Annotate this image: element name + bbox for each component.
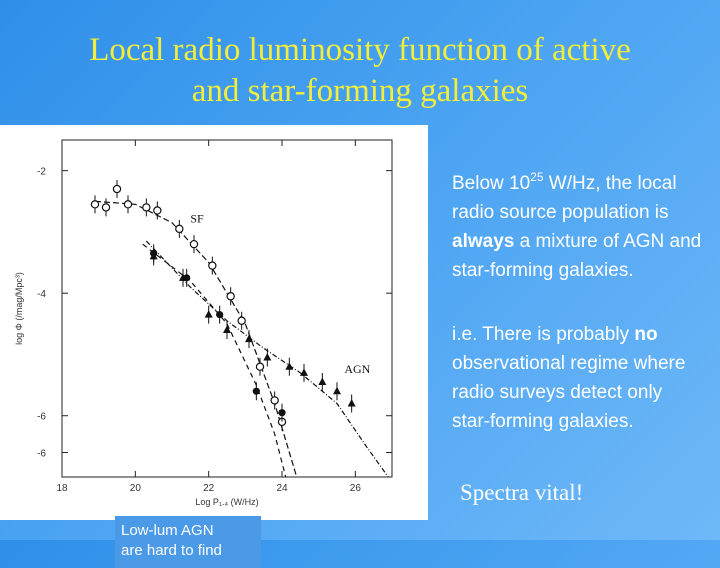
- data-point-low-lum-agn: [216, 311, 224, 319]
- x-axis-label: Log P₁.₄ (W/Hz): [195, 497, 258, 507]
- annotation-agn: AGN: [344, 362, 370, 376]
- data-point-sf: [123, 200, 133, 209]
- callout-line-2: are hard to find: [121, 542, 222, 559]
- data-point-sf: [255, 362, 265, 371]
- x-tick-label: 24: [276, 483, 288, 494]
- text1-pre: Below 10: [452, 173, 531, 194]
- data-point-agn: [263, 353, 272, 361]
- x-tick-label: 18: [56, 483, 68, 494]
- data-point-low-lum-agn: [252, 387, 260, 395]
- data-point-sf: [175, 224, 184, 234]
- y-tick-label: -4: [37, 289, 46, 300]
- text-block-2: i.e. There is probably no observational …: [452, 320, 702, 436]
- data-point-agn: [285, 362, 294, 370]
- x-tick-label: 22: [203, 483, 215, 494]
- spectra-vital-note: Spectra vital!: [460, 480, 584, 505]
- text2-post: observational regime where radio surveys…: [452, 353, 686, 432]
- text1-tail: a mixture of AGN and star-forming galaxi…: [452, 231, 702, 281]
- annotation-sf: SF: [190, 212, 204, 226]
- fit-curve-low-lum-agn: [142, 243, 287, 478]
- data-point-sf: [237, 316, 246, 325]
- data-point-sf: [208, 261, 217, 270]
- text-block-1: Below 1025 W/Hz, the local radio source …: [452, 163, 702, 285]
- text1-sup: 25: [530, 170, 544, 184]
- data-point-sf: [90, 200, 100, 209]
- text1-bold: always: [452, 231, 515, 252]
- y-axis-label: log Φ (/mag/Mpc³): [14, 272, 24, 345]
- x-tick-label: 26: [350, 483, 362, 494]
- data-point-sf: [101, 203, 111, 212]
- data-point-agn: [245, 334, 253, 343]
- data-point-sf: [270, 396, 279, 405]
- data-point-sf: [189, 239, 199, 249]
- data-point-agn: [347, 398, 356, 407]
- title-line-1: Local radio luminosity function of activ…: [89, 32, 631, 68]
- data-point-sf: [153, 206, 162, 215]
- data-point-agn: [204, 310, 213, 318]
- callout-line-1: Low-lum AGN: [121, 522, 214, 539]
- data-point-agn: [333, 386, 341, 395]
- x-tick-label: 20: [130, 483, 142, 494]
- data-point-sf: [226, 292, 235, 301]
- plot-frame: [61, 139, 393, 478]
- luminosity-function-figure: 18 20 22 24 26 -2 -4 -6 -6 Log P₁.₄ (W/Hz) log Φ (…: [0, 125, 428, 568]
- slide-title: Local radio luminosity function of activ…: [20, 30, 700, 112]
- data-point-agn: [223, 325, 231, 333]
- y-tick-label: -2: [37, 167, 46, 178]
- fit-curve-agn: [145, 240, 389, 478]
- data-point-sf: [112, 184, 122, 194]
- text2-pre: i.e. There is probably: [452, 324, 635, 345]
- data-point-sf: [142, 203, 151, 212]
- data-point-low-lum-agn: [183, 274, 191, 282]
- data-point-low-lum-agn: [150, 249, 158, 257]
- low-lum-agn-callout: Low-lum AGN are hard to find: [115, 516, 261, 568]
- data-point-agn: [300, 368, 308, 376]
- text1-post: W/Hz, the local radio source population …: [452, 173, 677, 223]
- text2-bold: no: [634, 324, 658, 345]
- data-point-agn: [318, 377, 327, 386]
- luminosity-function-chart: 18 20 22 24 26 -2 -4 -6 -6 Log P₁.₄ (W/Hz) log Φ (…: [14, 139, 393, 507]
- y-tick-label: -6: [37, 448, 46, 459]
- title-line-2: and star-forming galaxies: [191, 73, 529, 109]
- y-tick-label: -6: [37, 412, 46, 423]
- data-point-low-lum-agn: [278, 409, 286, 417]
